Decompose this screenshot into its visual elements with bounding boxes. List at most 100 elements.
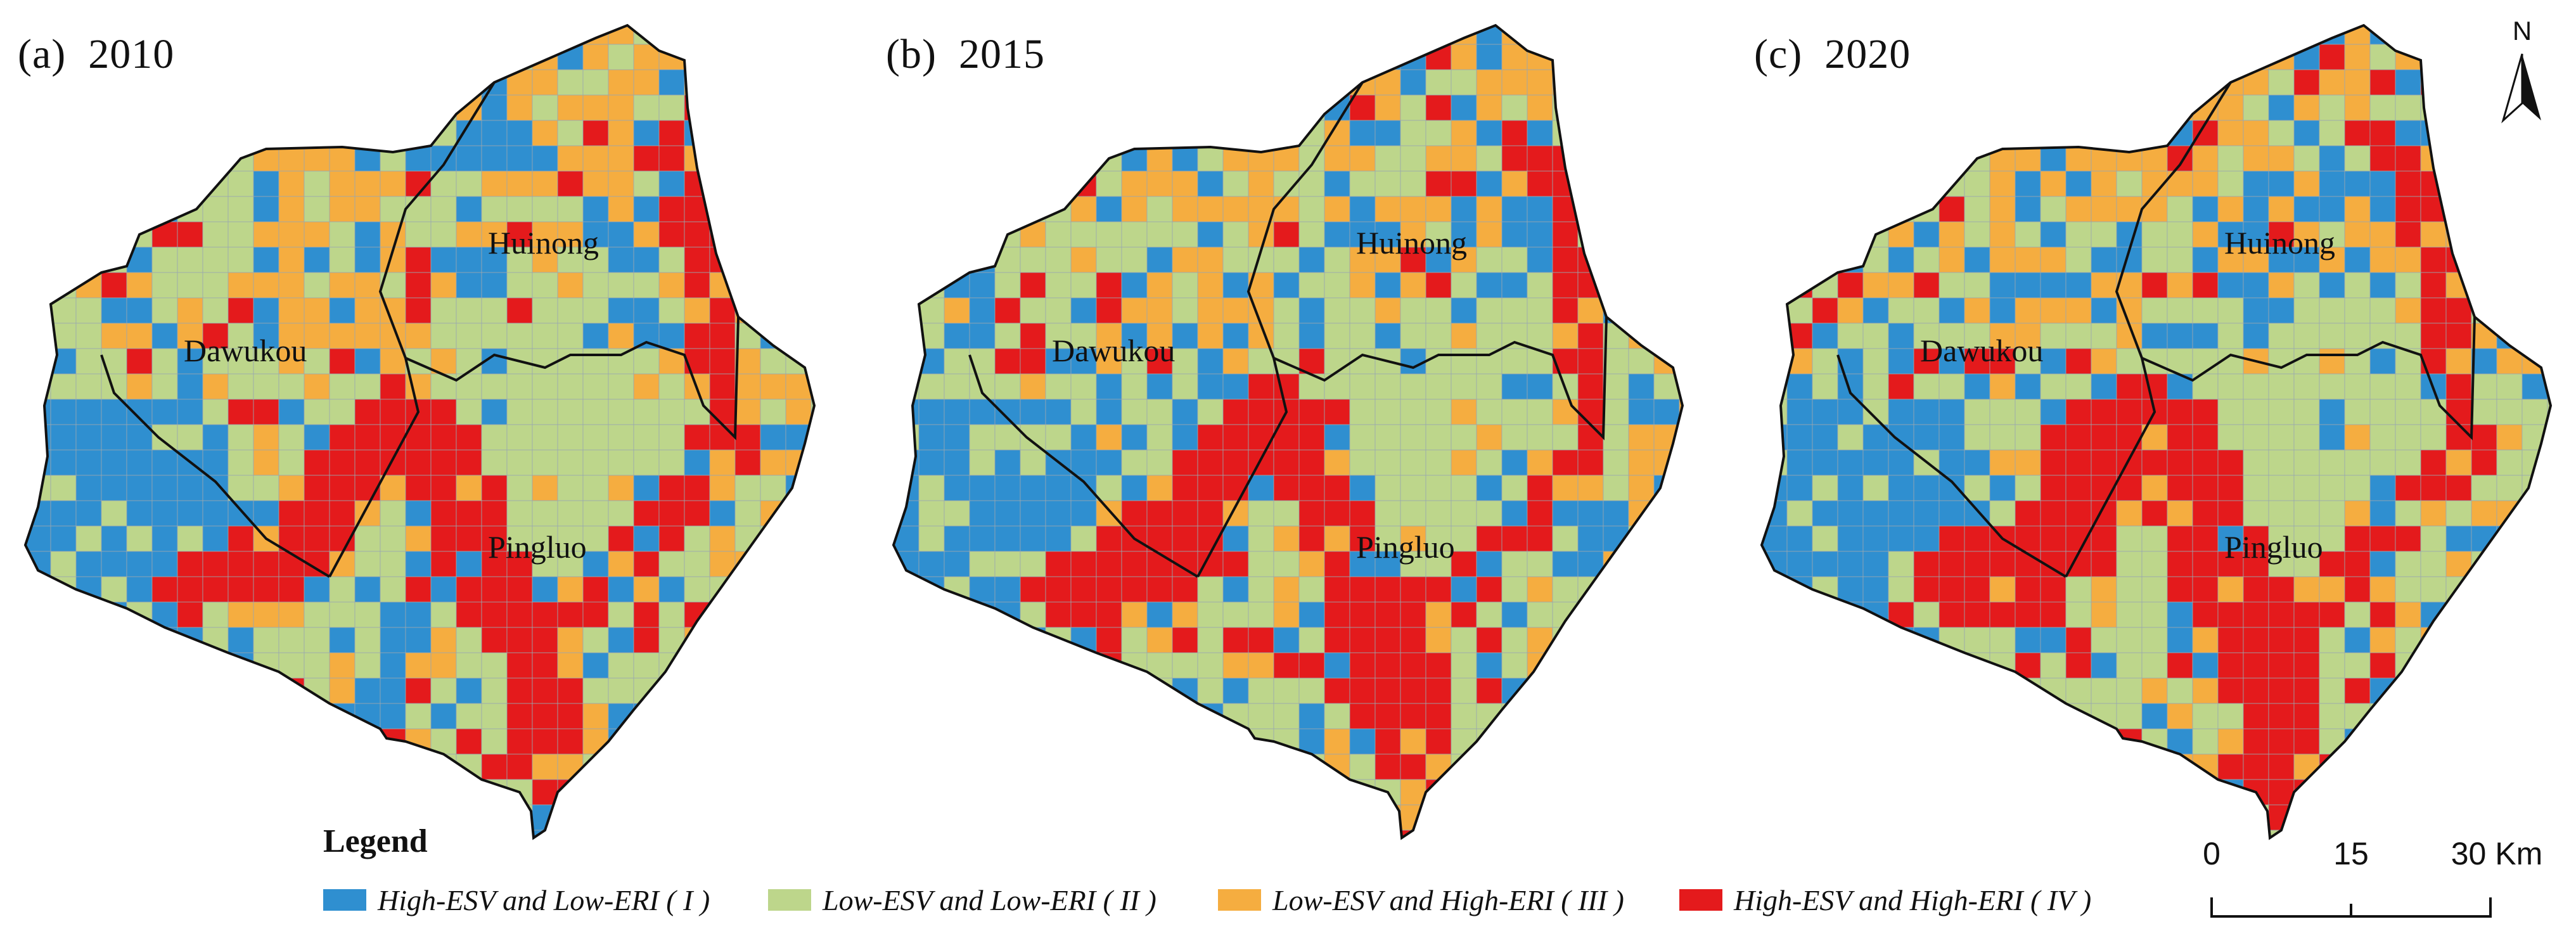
grid-cell: [1628, 221, 1655, 248]
grid-cell: [582, 475, 609, 501]
grid-cell: [177, 754, 203, 780]
grid-cell: [760, 170, 786, 197]
grid-cell: [1349, 551, 1376, 577]
grid-cell: [1400, 677, 1426, 704]
grid-cell: [2116, 170, 2143, 197]
grid-cell: [253, 830, 279, 838]
grid-cell: [50, 652, 77, 679]
grid-cell: [278, 677, 305, 704]
grid-cell: [1862, 652, 1889, 679]
grid-cell: [994, 170, 1021, 197]
grid-cell: [75, 25, 102, 45]
grid-cell: [227, 551, 254, 577]
grid-cell: [2293, 297, 2320, 324]
grid-cell: [329, 170, 356, 197]
grid-cell: [2420, 272, 2447, 299]
grid-cell: [557, 25, 584, 45]
grid-cell: [1298, 652, 1325, 679]
grid-cell: [1070, 145, 1097, 172]
grid-cell: [1146, 44, 1173, 70]
grid-cell: [177, 728, 203, 755]
grid-cell: [405, 779, 432, 806]
grid-cell: [633, 247, 660, 273]
scale-bar: 0 15 30 Km: [2193, 835, 2547, 924]
grid-cell: [709, 830, 736, 838]
grid-cell: [2369, 69, 2396, 96]
grid-cell: [2192, 652, 2219, 679]
grid-cell: [2192, 297, 2219, 324]
grid-cell: [1653, 728, 1680, 755]
grid-cell: [1476, 373, 1503, 400]
grid-cell: [329, 69, 356, 96]
grid-cell: [1786, 728, 1813, 755]
grid-cell: [633, 221, 660, 248]
grid-cell: [944, 627, 970, 653]
grid-cell: [1096, 348, 1122, 375]
grid-cell: [25, 120, 51, 146]
grid-cell: [1679, 449, 1682, 476]
grid-cell: [1425, 94, 1452, 121]
grid-cell: [177, 247, 203, 273]
grid-cell: [1172, 348, 1198, 375]
grid-cell: [50, 25, 77, 45]
grid-cell: [2293, 677, 2320, 704]
grid-cell: [1938, 601, 1965, 628]
grid-cell: [227, 44, 254, 70]
grid-cell: [2192, 576, 2219, 603]
grid-cell: [278, 804, 305, 831]
grid-cell: [1938, 475, 1965, 501]
grid-cell: [1862, 424, 1889, 451]
grid-cell: [1679, 272, 1682, 299]
grid-cell: [2091, 830, 2117, 838]
grid-cell: [405, 120, 432, 146]
grid-cell: [582, 601, 609, 628]
grid-cell: [2192, 272, 2219, 299]
grid-cell: [785, 754, 812, 780]
grid-cell: [969, 399, 996, 425]
grid-cell: [1476, 44, 1503, 70]
grid-cell: [1888, 525, 1914, 552]
grid-cell: [2344, 272, 2371, 299]
grid-cell: [1964, 728, 1990, 755]
grid-cell: [481, 120, 508, 146]
grid-cell: [1938, 424, 1965, 451]
grid-cell: [101, 449, 127, 476]
grid-cell: [481, 754, 508, 780]
grid-cell: [1812, 25, 1838, 45]
grid-cell: [2522, 804, 2548, 831]
grid-cell: [1628, 830, 1655, 838]
grid-cell: [2369, 754, 2396, 780]
grid-cell: [1349, 145, 1376, 172]
grid-cell: [760, 525, 786, 552]
grid-cell: [25, 196, 51, 222]
grid-cell: [1812, 754, 1838, 780]
grid-cell: [126, 449, 153, 476]
grid-cell: [2319, 677, 2345, 704]
grid-cell: [2395, 94, 2421, 121]
grid-cell: [2243, 627, 2269, 653]
grid-cell: [2395, 754, 2421, 780]
grid-cell: [202, 323, 229, 349]
grid-cell: [969, 703, 996, 729]
grid-cell: [894, 754, 920, 780]
grid-cell: [1888, 677, 1914, 704]
grid-cell: [2293, 652, 2320, 679]
grid-cell: [405, 703, 432, 729]
grid-cell: [1045, 373, 1072, 400]
grid-cell: [481, 627, 508, 653]
grid-cell: [1786, 449, 1813, 476]
grid-cell: [1552, 728, 1579, 755]
grid-cell: [684, 399, 710, 425]
grid-cell: [354, 601, 381, 628]
grid-cell: [785, 323, 812, 349]
grid-cell: [456, 703, 482, 729]
grid-cell: [1913, 297, 1940, 324]
grid-cell: [1527, 69, 1553, 96]
grid-cell: [2471, 373, 2497, 400]
grid-cell: [405, 196, 432, 222]
grid-cell: [2243, 500, 2269, 527]
grid-cell: [1527, 373, 1553, 400]
grid-cell: [1762, 703, 1788, 729]
grid-cell: [2319, 399, 2345, 425]
grid-cell: [1324, 323, 1350, 349]
